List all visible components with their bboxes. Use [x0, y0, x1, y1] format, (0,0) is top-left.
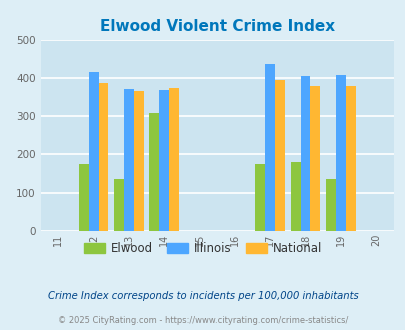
Bar	[134, 91, 143, 231]
Bar	[114, 179, 124, 231]
Bar	[79, 164, 88, 231]
Bar	[169, 88, 179, 231]
Title: Elwood Violent Crime Index: Elwood Violent Crime Index	[99, 19, 334, 34]
Bar	[159, 90, 169, 231]
Bar	[335, 75, 345, 231]
Bar	[300, 76, 310, 231]
Bar	[88, 72, 98, 231]
Bar	[345, 86, 355, 231]
Bar	[149, 113, 159, 231]
Bar	[264, 64, 275, 231]
Bar	[124, 88, 134, 231]
Bar	[290, 162, 300, 231]
Bar	[310, 86, 320, 231]
Bar	[325, 179, 335, 231]
Bar	[255, 164, 264, 231]
Bar	[98, 83, 108, 231]
Bar	[275, 80, 284, 231]
Text: © 2025 CityRating.com - https://www.cityrating.com/crime-statistics/: © 2025 CityRating.com - https://www.city…	[58, 316, 347, 325]
Text: Crime Index corresponds to incidents per 100,000 inhabitants: Crime Index corresponds to incidents per…	[47, 291, 358, 301]
Legend: Elwood, Illinois, National: Elwood, Illinois, National	[79, 237, 326, 260]
